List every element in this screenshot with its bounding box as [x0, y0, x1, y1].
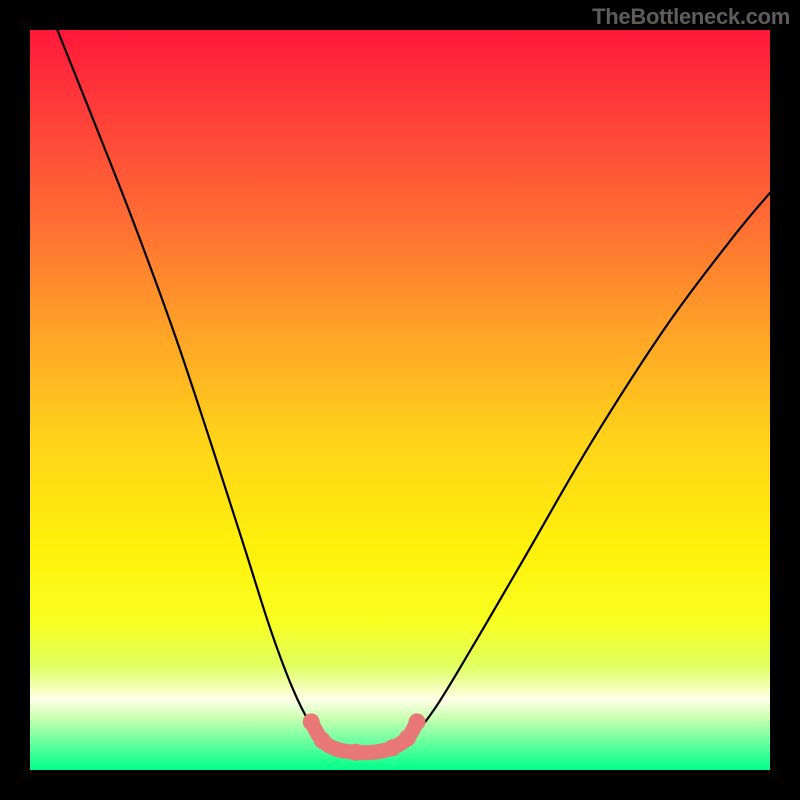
bottleneck-chart	[0, 0, 800, 800]
pink-u-dot	[384, 739, 401, 756]
pink-u-dot	[409, 713, 426, 730]
plot-background	[30, 30, 770, 770]
watermark-text: TheBottleneck.com	[592, 4, 790, 30]
pink-u-dot	[314, 732, 331, 749]
pink-u-dot	[303, 713, 320, 730]
pink-u-dot	[399, 730, 416, 747]
chart-canvas: TheBottleneck.com	[0, 0, 800, 800]
pink-u-dot	[347, 744, 364, 761]
